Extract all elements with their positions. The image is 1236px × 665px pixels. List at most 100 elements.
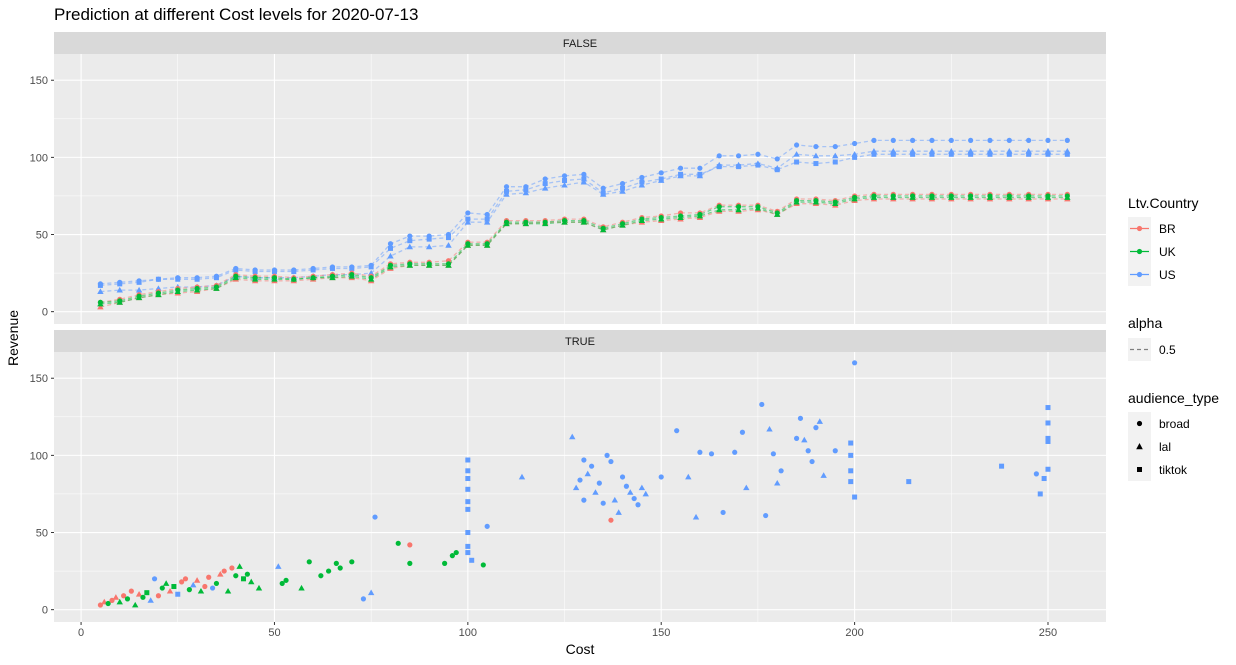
observed-point-us-tiktok	[1045, 405, 1051, 411]
prediction-point-uk-lal	[580, 218, 588, 225]
legend-label-broad: broad	[1159, 417, 1190, 431]
observed-point-uk-broad	[186, 587, 192, 593]
legend-key-us	[1136, 271, 1143, 278]
prediction-point-uk-lal	[986, 194, 994, 200]
observed-point-us-broad	[360, 596, 367, 602]
observed-point-uk-lal	[162, 580, 170, 586]
legend-label-lal: lal	[1159, 440, 1171, 454]
prediction-point-us-tiktok	[504, 188, 510, 194]
prediction-point-uk-lal	[213, 285, 220, 291]
prediction-point-uk-lal	[290, 276, 297, 282]
chart-title: Prediction at different Cost levels for …	[54, 5, 418, 24]
observed-point-us-tiktok	[465, 506, 471, 512]
observed-point-uk-broad	[407, 560, 413, 566]
prediction-line-uk-lal	[100, 196, 1068, 305]
observed-point-us-broad	[809, 458, 815, 465]
prediction-point-us-tiktok	[465, 216, 471, 222]
prediction-point-uk-lal	[1006, 194, 1013, 200]
prediction-point-us-tiktok	[1006, 151, 1012, 157]
prediction-point-us-tiktok	[194, 276, 200, 282]
legend-item-us: US	[1128, 263, 1176, 286]
observed-point-br-broad	[608, 517, 614, 523]
x-axis-title: Cost	[566, 641, 595, 657]
prediction-point-us-tiktok	[1064, 151, 1070, 157]
prediction-point-us-tiktok	[368, 264, 374, 270]
x-tick-label-200: 200	[845, 627, 863, 639]
observed-point-us-broad	[581, 497, 587, 503]
observed-point-br-broad	[182, 576, 189, 582]
observed-point-uk-broad	[159, 585, 165, 591]
observed-point-us-broad	[1033, 471, 1039, 477]
prediction-point-uk-lal	[851, 195, 858, 202]
prediction-point-us-broad	[987, 137, 993, 143]
prediction-point-us-broad	[619, 181, 626, 187]
y-axis-true: 0 50 100 150	[30, 373, 54, 617]
prediction-point-uk-lal	[967, 194, 974, 200]
observed-point-us-lal	[190, 581, 197, 588]
gridlines-false	[54, 54, 1106, 324]
observed-point-uk-lal	[197, 587, 205, 594]
observed-point-br-broad	[179, 579, 185, 585]
observed-point-us-broad	[589, 463, 595, 469]
y-tick-label-true-0: 0	[42, 605, 48, 617]
observed-point-uk-broad	[326, 568, 332, 574]
observed-point-br-lal	[166, 587, 174, 594]
prediction-point-uk-lal	[174, 288, 181, 294]
prediction-point-us-tiktok	[213, 275, 219, 281]
prediction-point-us-lal	[367, 269, 375, 276]
observed-point-us-broad	[608, 458, 614, 465]
y-tick-label-true-100: 100	[30, 450, 48, 462]
prediction-point-us-lal	[793, 151, 800, 157]
prediction-point-uk-lal	[677, 214, 684, 220]
observed-point-us-tiktok	[999, 463, 1005, 469]
prediction-point-us-tiktok	[407, 238, 413, 244]
prediction-point-us-lal	[155, 285, 162, 291]
prediction-point-us-broad	[1026, 137, 1032, 143]
gridlines-true	[54, 352, 1106, 622]
prediction-point-uk-lal	[97, 300, 104, 307]
prediction-point-uk-lal	[445, 262, 452, 268]
prediction-point-us-tiktok	[813, 161, 819, 167]
observed-point-us-broad	[778, 468, 784, 474]
observed-point-us-tiktok	[1045, 420, 1051, 426]
legend-key-uk	[1136, 248, 1143, 255]
prediction-point-uk-lal	[522, 220, 530, 227]
observed-point-uk-lal	[132, 601, 139, 608]
prediction-point-us-lal	[561, 181, 568, 188]
observed-point-uk-lal	[298, 584, 305, 591]
observed-point-us-broad	[832, 448, 838, 454]
prediction-point-us-tiktok	[658, 176, 664, 182]
prediction-point-uk-lal	[464, 242, 472, 248]
observed-point-uk-broad	[442, 560, 448, 566]
observed-point-us-lal	[816, 418, 823, 424]
observed-point-us-broad	[674, 428, 680, 434]
prediction-point-us-tiktok	[329, 265, 335, 271]
prediction-point-uk-lal	[251, 276, 259, 282]
prediction-point-us-tiktok	[349, 265, 355, 271]
observed-point-br-broad	[206, 574, 212, 580]
prediction-point-uk-lal	[503, 220, 510, 227]
legend-item-alpha: 0.5	[1128, 338, 1176, 361]
prediction-point-uk-lal	[754, 205, 762, 211]
prediction-point-us-tiktok	[678, 171, 684, 177]
prediction-point-us-broad	[1064, 137, 1070, 143]
prediction-point-us-tiktok	[620, 185, 626, 191]
prediction-point-us-lal	[503, 191, 510, 197]
observed-point-uk-broad	[333, 560, 339, 566]
prediction-point-us-broad	[755, 151, 761, 157]
observed-point-uk-broad	[105, 600, 111, 607]
observed-point-us-lal	[584, 470, 591, 477]
observed-point-us-broad	[797, 415, 804, 421]
prediction-point-us-tiktok	[155, 276, 161, 282]
prediction-point-us-lal	[406, 243, 414, 250]
prediction-point-uk-lal	[1064, 194, 1071, 200]
observed-point-br-broad	[407, 542, 413, 548]
prediction-point-us-broad	[639, 174, 645, 181]
prediction-point-us-broad	[793, 142, 800, 148]
observed-point-us-lal	[766, 425, 773, 432]
observed-points	[97, 360, 1051, 608]
observed-point-us-broad	[770, 451, 776, 457]
prediction-point-us-broad	[561, 173, 568, 179]
prediction-point-us-lal	[483, 218, 491, 225]
prediction-lines	[100, 139, 1068, 308]
